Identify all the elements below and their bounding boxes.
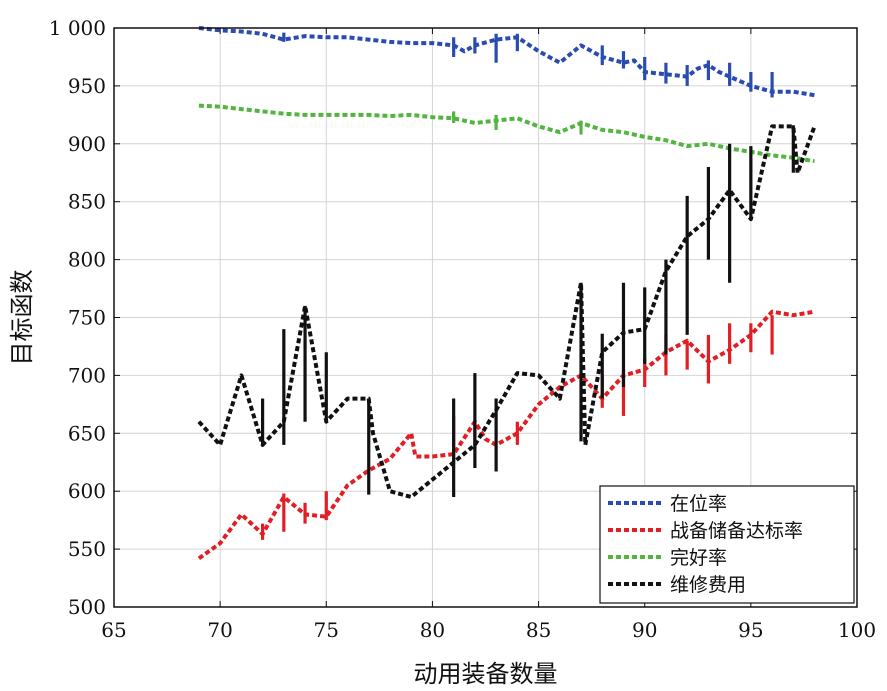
series-group (197, 26, 817, 561)
legend-label: 在位率 (670, 493, 727, 515)
x-tick-label: 95 (738, 618, 763, 642)
y-tick-label: 900 (68, 132, 106, 156)
legend-label: 维修费用 (670, 574, 746, 596)
series-3-line (198, 103, 815, 164)
series-4 (197, 124, 817, 499)
x-tick-label: 65 (101, 618, 126, 642)
series-2-line (197, 309, 815, 561)
x-tick-label: 75 (314, 618, 339, 642)
series-4-line (197, 124, 817, 499)
ticks: 65 70 75 80 85 90 95 100 500 550 600 650 700 750 800 85… (49, 16, 876, 642)
x-tick-label: 100 (838, 618, 876, 642)
series-1-line (198, 26, 815, 98)
x-axis-title: 动用装备数量 (414, 660, 558, 688)
x-tick-label: 90 (632, 618, 657, 642)
y-tick-label: 500 (68, 595, 106, 619)
y-tick-label: 700 (68, 363, 106, 387)
y-tick-label: 650 (68, 421, 106, 445)
y-tick-label: 1 000 (49, 16, 106, 40)
y-tick-label: 850 (68, 190, 106, 214)
x-tick-label: 80 (420, 618, 445, 642)
y-tick-label: 950 (68, 74, 106, 98)
legend-label: 完好率 (670, 547, 727, 569)
y-axis-title: 目标函数 (8, 270, 36, 366)
y-tick-label: 600 (68, 479, 106, 503)
series-3 (198, 103, 815, 164)
y-tick-label: 550 (68, 537, 106, 561)
x-tick-label: 85 (526, 618, 551, 642)
x-tick-label: 70 (207, 618, 232, 642)
y-tick-label: 800 (68, 248, 106, 272)
legend-label: 战备储备达标率 (670, 520, 803, 542)
y-tick-label: 750 (68, 306, 106, 330)
series-1 (198, 26, 815, 98)
